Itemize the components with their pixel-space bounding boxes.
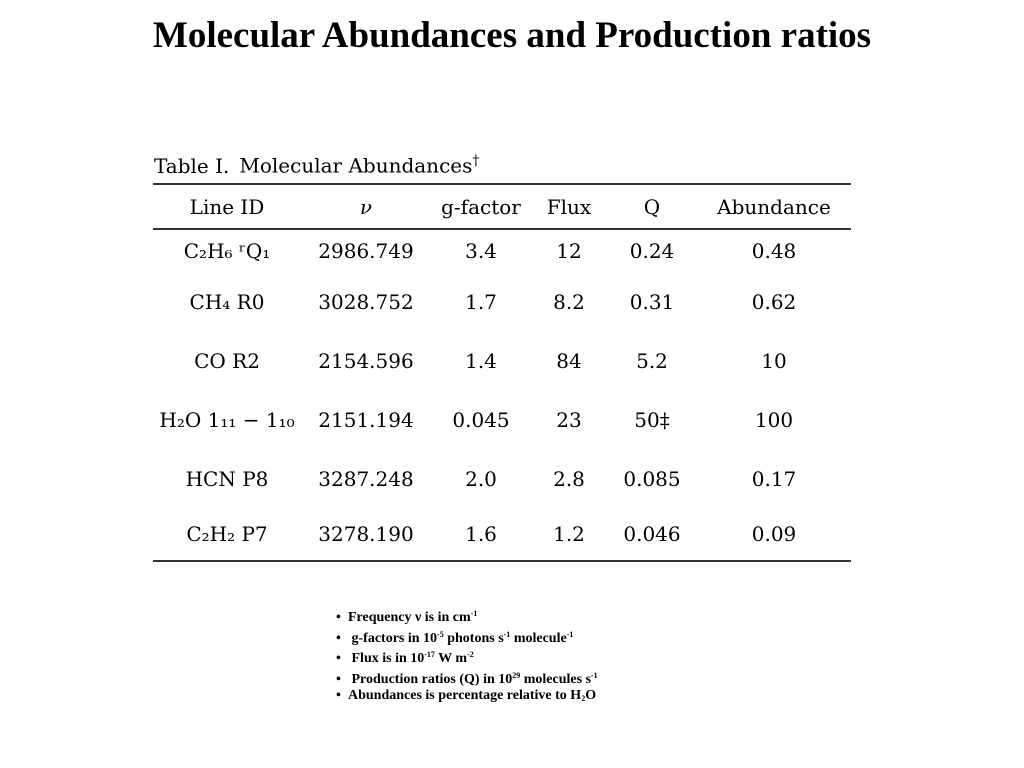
footnote-text: O bbox=[585, 688, 597, 703]
cell-abundance: 0.09 bbox=[751, 522, 797, 546]
cell-line-id: CH₄ R0 bbox=[189, 289, 265, 314]
footnote-list: • Frequency ν is in cm-1 • g-factors in 1… bbox=[336, 604, 736, 707]
footnote-sup: -1 bbox=[470, 609, 478, 618]
cell-g-factor: 1.6 bbox=[465, 522, 497, 546]
cell-line-id: H₂O 1₁₁ − 1₁₀ bbox=[159, 407, 295, 432]
cell-line-id: HCN P8 bbox=[185, 466, 269, 491]
table-row: HCN P8 3287.248 2.0 2.8 0.085 0.17 bbox=[153, 449, 851, 508]
footnote-frequency: • Frequency ν is in cm-1 bbox=[336, 604, 736, 625]
cell-g-factor: 3.4 bbox=[465, 239, 497, 263]
header-line-id: Line ID bbox=[189, 194, 265, 219]
footnote-sup: -1 bbox=[591, 670, 598, 680]
bullet: • bbox=[336, 688, 341, 703]
cell-frequency: 2986.749 bbox=[318, 239, 414, 263]
table-row: H₂O 1₁₁ − 1₁₀ 2151.194 0.045 23 50‡ 100 bbox=[153, 390, 851, 449]
footnote-text: Frequency ν is in cm bbox=[348, 610, 471, 625]
header-frequency: ν bbox=[359, 194, 373, 219]
cell-flux: 12 bbox=[556, 239, 582, 263]
cell-flux: 84 bbox=[556, 348, 582, 373]
cell-g-factor: 1.7 bbox=[465, 289, 497, 314]
footnote-text: photons s bbox=[443, 630, 504, 646]
footnote-text: Abundances is percentage relative to H bbox=[348, 688, 582, 703]
header-q: Q bbox=[643, 194, 661, 219]
cell-g-factor: 0.045 bbox=[452, 407, 510, 432]
cell-flux: 1.2 bbox=[553, 522, 585, 546]
footnote-sup: -2 bbox=[467, 650, 474, 659]
table-row: CO R2 2154.596 1.4 84 5.2 10 bbox=[153, 331, 851, 390]
cell-flux: 23 bbox=[556, 407, 582, 432]
table-row: C₂H₆ ʳQ₁ 2986.749 3.4 12 0.24 0.48 bbox=[153, 229, 851, 272]
cell-flux: 8.2 bbox=[553, 289, 585, 314]
footnote-text: W m bbox=[434, 651, 468, 666]
bullet: • bbox=[336, 630, 341, 646]
footnote-text: molecule bbox=[510, 630, 567, 646]
cell-line-id: C₂H₆ ʳQ₁ bbox=[183, 239, 271, 263]
header-g-factor: g-factor bbox=[441, 194, 521, 219]
footnote-g-factors: • g-factors in 10-5 photons s-1 molecule… bbox=[336, 625, 736, 646]
table-row: CH₄ R0 3028.752 1.7 8.2 0.31 0.62 bbox=[153, 272, 851, 331]
cell-frequency: 3028.752 bbox=[318, 289, 414, 314]
cell-q: 0.085 bbox=[623, 466, 681, 491]
footnote-production-ratios: • Production ratios (Q) in 1029 molecule… bbox=[336, 666, 736, 687]
footnote-abundances: • Abundances is percentage relative to H2… bbox=[336, 686, 736, 707]
cell-frequency: 2151.194 bbox=[318, 407, 414, 432]
abundance-table: Line ID ν g-factor Flux Q Abundance C₂H₆… bbox=[153, 183, 851, 562]
slide-title: Molecular Abundances and Production rati… bbox=[152, 15, 872, 56]
footnote-text: Flux is in 10 bbox=[351, 651, 425, 666]
cell-abundance: 100 bbox=[754, 407, 794, 432]
cell-abundance: 10 bbox=[761, 348, 787, 373]
cell-q: 0.31 bbox=[629, 289, 675, 314]
abundance-table-block: Table I. Molecular Abundances† Line ID ν … bbox=[153, 145, 851, 562]
cell-abundance: 0.17 bbox=[751, 466, 797, 491]
cell-q: 0.24 bbox=[629, 239, 675, 263]
cell-q: 0.046 bbox=[623, 522, 681, 546]
cell-flux: 2.8 bbox=[553, 466, 585, 491]
table-caption-text: Molecular Abundances bbox=[239, 153, 473, 178]
cell-g-factor: 2.0 bbox=[465, 466, 497, 491]
cell-line-id: CO R2 bbox=[194, 348, 260, 373]
table-header-row: Line ID ν g-factor Flux Q Abundance bbox=[153, 184, 851, 229]
table-row: C₂H₂ P7 3278.190 1.6 1.2 0.046 0.09 bbox=[153, 508, 851, 561]
cell-q: 50‡ bbox=[634, 407, 670, 432]
header-flux: Flux bbox=[546, 194, 592, 219]
cell-line-id: C₂H₂ P7 bbox=[186, 522, 268, 546]
cell-frequency: 2154.596 bbox=[318, 348, 414, 373]
footnote-text: molecules s bbox=[520, 671, 592, 687]
footnote-sub: 2 bbox=[581, 694, 586, 703]
footnote-text: Production ratios (Q) in 10 bbox=[351, 671, 513, 687]
cell-abundance: 0.48 bbox=[751, 239, 797, 263]
cell-frequency: 3287.248 bbox=[318, 466, 414, 491]
footnote-sup: 29 bbox=[512, 670, 521, 680]
table-caption-dagger: † bbox=[472, 153, 480, 169]
footnote-sup: -17 bbox=[424, 650, 435, 659]
footnote-sup: -5 bbox=[437, 629, 444, 639]
bullet: • bbox=[336, 671, 341, 687]
table-caption-label: Table I. bbox=[154, 153, 230, 178]
bullet: • bbox=[336, 610, 341, 625]
cell-frequency: 3278.190 bbox=[318, 522, 414, 546]
table-caption: Table I. Molecular Abundances† bbox=[153, 145, 851, 183]
header-abundance: Abundance bbox=[717, 194, 831, 219]
cell-abundance: 0.62 bbox=[751, 289, 797, 314]
footnote-sup: -1 bbox=[503, 629, 511, 639]
footnote-text: g-factors in 10 bbox=[351, 630, 438, 646]
cell-g-factor: 1.4 bbox=[465, 348, 497, 373]
bullet: • bbox=[336, 651, 341, 666]
footnote-flux: • Flux is in 10-17 W m-2 bbox=[336, 645, 736, 666]
cell-q: 5.2 bbox=[636, 348, 668, 373]
footnote-sup: -1 bbox=[566, 629, 574, 639]
